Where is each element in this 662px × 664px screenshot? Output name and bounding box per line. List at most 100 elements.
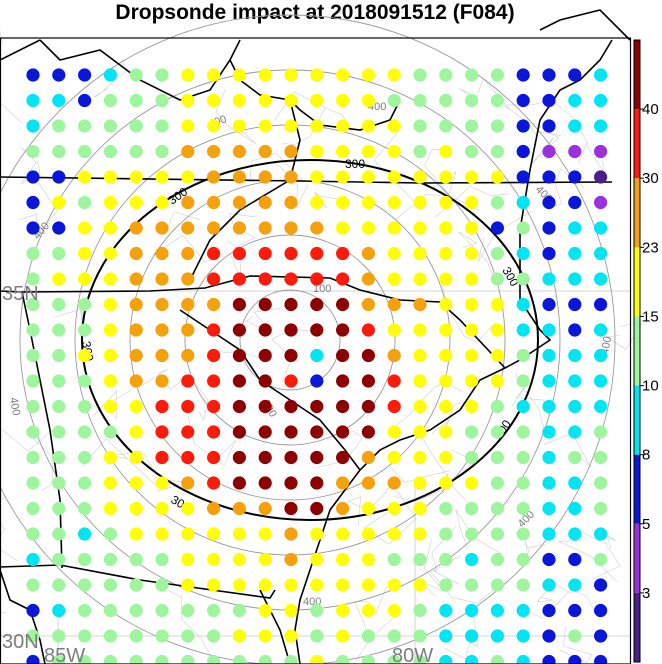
impact-dot — [26, 629, 40, 643]
impact-dot — [310, 425, 324, 439]
impact-dot — [387, 425, 401, 439]
lon-label-85w: 85W — [44, 645, 85, 664]
impact-dot — [284, 195, 298, 210]
impact-dot — [284, 629, 298, 643]
impact-dot — [336, 527, 350, 541]
map-title: Dropsonde impact at 2018091512 (F084) — [115, 1, 515, 24]
impact-dot — [361, 450, 375, 465]
impact-dot — [594, 246, 608, 261]
impact-dot — [155, 552, 169, 567]
impact-dot — [516, 272, 530, 286]
impact-dot — [78, 272, 92, 286]
impact-dot — [516, 93, 530, 108]
impact-dot — [387, 654, 401, 664]
impact-dot — [413, 93, 427, 108]
impact-dot — [387, 195, 401, 210]
impact-dot — [310, 195, 324, 210]
impact-dot — [26, 246, 40, 261]
impact-dot — [439, 68, 453, 82]
impact-dot — [516, 68, 530, 82]
impact-dot — [490, 450, 504, 465]
impact-dot — [78, 195, 92, 210]
impact-dot — [361, 246, 375, 261]
impact-dot — [439, 170, 453, 184]
impact-dot — [103, 246, 117, 261]
impact-dot — [439, 348, 453, 363]
impact-dot — [78, 68, 92, 82]
impact-dot — [387, 527, 401, 541]
impact-dot — [26, 221, 40, 235]
impact-dot — [310, 323, 324, 337]
impact-dot — [439, 629, 453, 643]
impact-dot — [542, 119, 556, 133]
impact-dot — [413, 144, 427, 159]
impact-dot — [52, 93, 66, 108]
impact-dot — [490, 348, 504, 363]
impact-dot — [336, 144, 350, 159]
impact-dot — [439, 578, 453, 592]
impact-dot — [568, 272, 582, 286]
impact-dot — [78, 450, 92, 465]
impact-dot — [26, 348, 40, 363]
impact-dot — [78, 654, 92, 664]
impact-dot — [129, 425, 143, 439]
contour-label-300-top: 300 — [345, 157, 365, 171]
impact-dot — [52, 654, 66, 664]
impact-dot — [542, 348, 556, 363]
impact-dot — [594, 578, 608, 592]
impact-dot — [26, 170, 40, 184]
impact-dot — [258, 93, 272, 108]
impact-dot — [78, 603, 92, 618]
impact-dot — [542, 246, 556, 261]
impact-dot — [207, 297, 221, 312]
impact-dot — [568, 246, 582, 261]
impact-dot — [413, 501, 427, 516]
impact-dot — [439, 195, 453, 210]
impact-dot — [181, 68, 195, 82]
impact-dot — [465, 195, 479, 210]
impact-dot — [413, 603, 427, 618]
impact-dot — [232, 170, 246, 184]
axis-labels: 35N 30N 85W 80W — [2, 283, 433, 664]
impact-dot — [26, 399, 40, 414]
impact-dot — [361, 195, 375, 210]
impact-dot — [516, 476, 530, 490]
impact-dot — [465, 272, 479, 286]
impact-dot — [336, 501, 350, 516]
impact-dot — [490, 654, 504, 664]
impact-dot — [78, 527, 92, 541]
impact-dot — [181, 654, 195, 664]
impact-dot — [413, 195, 427, 210]
impact-dot — [284, 578, 298, 592]
impact-dot — [103, 221, 117, 235]
impact-dot — [465, 527, 479, 541]
impact-dot — [129, 297, 143, 312]
impact-dot — [78, 578, 92, 592]
impact-dot — [465, 93, 479, 108]
impact-dot — [232, 272, 246, 286]
impact-dot — [155, 374, 169, 388]
impact-dot — [439, 654, 453, 664]
impact-dot — [103, 348, 117, 363]
impact-dot — [258, 246, 272, 261]
impact-dot — [284, 399, 298, 414]
impact-dot — [232, 578, 246, 592]
impact-dot — [181, 297, 195, 312]
impact-dot — [387, 578, 401, 592]
impact-dot — [155, 654, 169, 664]
impact-dot — [490, 195, 504, 210]
impact-dot — [361, 348, 375, 363]
impact-dot — [516, 527, 530, 541]
impact-dot — [568, 144, 582, 159]
impact-dot — [516, 425, 530, 439]
impact-dot — [413, 450, 427, 465]
impact-dot — [103, 603, 117, 618]
impact-dot — [26, 195, 40, 210]
impact-dot — [103, 527, 117, 541]
impact-dot — [26, 119, 40, 133]
impact-dot — [284, 68, 298, 82]
impact-dot — [361, 93, 375, 108]
impact-dot — [284, 297, 298, 312]
impact-dot — [310, 68, 324, 82]
impact-dot — [284, 374, 298, 388]
